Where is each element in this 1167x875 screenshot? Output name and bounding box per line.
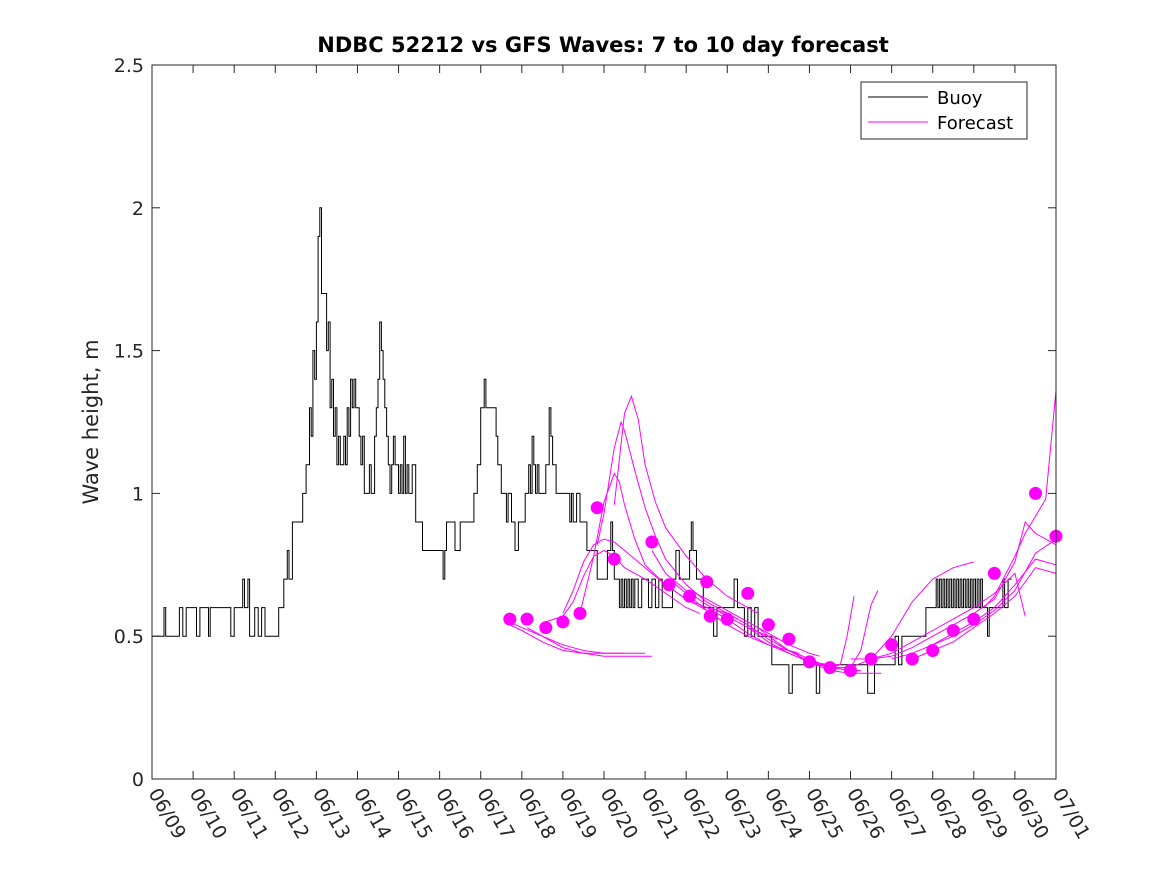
forecast-marker: [683, 589, 697, 603]
y-tick-label: 2.5: [114, 55, 144, 77]
forecast-run-line: [850, 572, 1026, 660]
forecast-marker: [703, 609, 717, 623]
axes-background: [152, 65, 1056, 779]
forecast-marker: [720, 612, 734, 626]
forecast-marker: [607, 552, 621, 566]
y-tick-label: 0.5: [114, 626, 144, 648]
forecast-marker: [782, 632, 796, 646]
forecast-marker: [885, 638, 899, 652]
forecast-marker: [987, 566, 1001, 580]
forecast-marker: [844, 664, 857, 677]
forecast-run-line: [651, 550, 779, 640]
forecast-marker: [662, 578, 676, 592]
y-tick-label: 1: [132, 483, 144, 505]
forecast-marker: [967, 612, 981, 626]
buoy-line: [152, 207, 1012, 694]
forecast-marker: [590, 501, 604, 515]
y-tick-label: 1.5: [114, 341, 144, 363]
chart-title: NDBC 52212 vs GFS Waves: 7 to 10 day for…: [317, 33, 888, 57]
forecast-marker: [823, 661, 837, 675]
forecast-marker: [946, 624, 960, 637]
forecast-marker: [926, 644, 940, 657]
forecast-marker: [803, 655, 816, 669]
forecast-run-line: [983, 390, 1057, 608]
forecast-run-line: [526, 627, 625, 654]
legend-forecast-label: Forecast: [937, 113, 1013, 134]
forecast-marker: [761, 618, 775, 632]
forecast-marker: [741, 586, 755, 600]
y-tick-label: 0: [132, 769, 144, 791]
forecast-marker: [520, 612, 534, 626]
y-axis: 0 0.5 1 1.5 2 2.5: [114, 55, 1056, 791]
forecast-run-line: [545, 549, 701, 623]
forecast-run-line: [809, 561, 974, 669]
legend: Buoy Forecast: [860, 81, 1028, 140]
forecast-marker: [573, 606, 587, 620]
forecast-run-line: [747, 627, 882, 674]
forecast-marker: [539, 621, 553, 635]
forecast-run-line: [596, 420, 738, 620]
buoy-series: [152, 207, 1012, 694]
legend-box: [860, 81, 1028, 140]
legend-buoy-label: Buoy: [937, 88, 983, 109]
forecast-run-line: [613, 394, 759, 614]
forecast-marker: [700, 575, 714, 589]
forecast-marker: [864, 652, 878, 666]
plot-area: [151, 64, 1063, 780]
forecast-marker: [1029, 486, 1042, 500]
y-axis-label: Wave height, m: [79, 339, 103, 504]
forecast-series: [509, 390, 1057, 674]
forecast-marker: [905, 652, 919, 666]
forecast-marker: [645, 535, 659, 549]
forecast-markers: [503, 486, 1063, 677]
y-tick-label: 2: [132, 198, 144, 220]
forecast-marker: [503, 612, 517, 626]
forecast-marker: [556, 615, 570, 629]
